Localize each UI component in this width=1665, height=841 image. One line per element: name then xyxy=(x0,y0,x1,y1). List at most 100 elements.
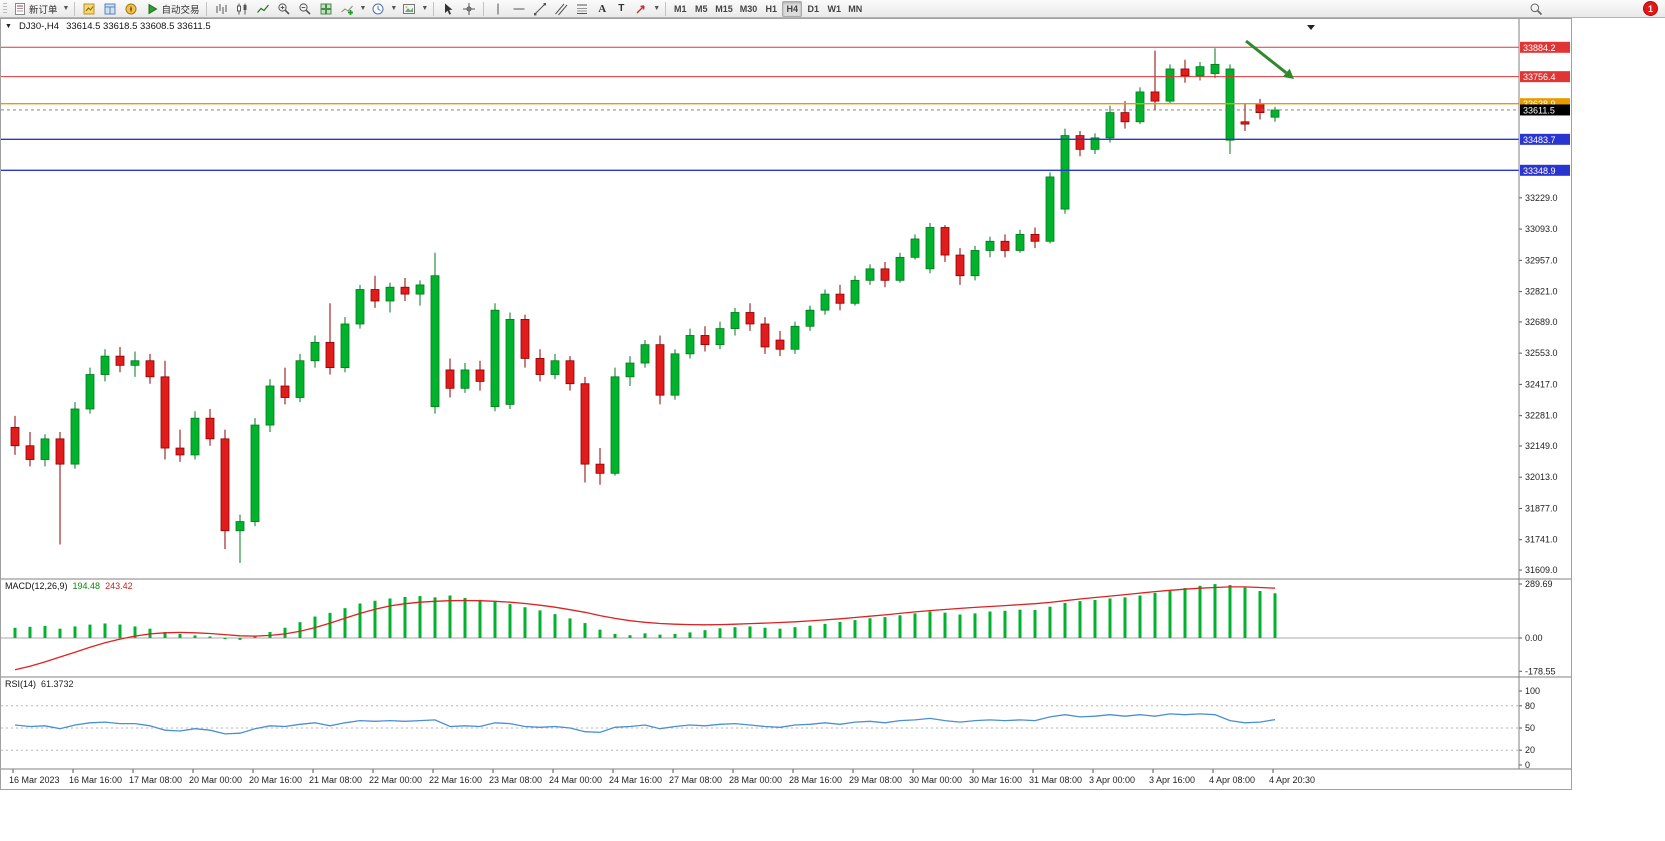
indicators-button[interactable] xyxy=(337,1,357,17)
market-watch-button[interactable] xyxy=(79,1,99,17)
toolbar-grip[interactable] xyxy=(3,2,7,15)
candlesticks xyxy=(10,48,1280,563)
text-tool-button[interactable]: A xyxy=(593,1,611,17)
trendline-button[interactable] xyxy=(530,1,550,17)
new-order-button[interactable]: 新订单 xyxy=(10,1,61,17)
label-tool-icon: T xyxy=(618,3,625,14)
clock-icon xyxy=(372,3,384,14)
time-axis-label: 21 Mar 08:00 xyxy=(309,775,362,785)
autotrading-button[interactable]: 自动交易 xyxy=(142,1,202,17)
line-chart-button[interactable] xyxy=(253,1,273,17)
price-axis-label: 32689.0 xyxy=(1525,317,1558,327)
rsi-panel: 100 80 50 20 0 xyxy=(1,686,1540,770)
new-order-icon xyxy=(15,2,25,15)
horizontal-line-button[interactable] xyxy=(509,1,529,17)
panel-dividers xyxy=(1,19,1571,770)
price-tag-label: 33756.4 xyxy=(1523,72,1556,82)
navigator-icon xyxy=(125,3,137,14)
price-tag-label: 33638.9 xyxy=(1523,99,1556,109)
label-tool-button[interactable]: T xyxy=(612,1,630,17)
data-window-button[interactable] xyxy=(100,1,120,17)
cursor-button[interactable] xyxy=(438,1,458,17)
time-axis-label: 3 Apr 00:00 xyxy=(1089,775,1135,785)
rsi-axis-label: 0 xyxy=(1525,760,1530,770)
indicators-caret-icon[interactable]: ▼ xyxy=(359,4,367,12)
price-axis-label: 32417.0 xyxy=(1525,379,1558,389)
timeframe-w1-button[interactable]: W1 xyxy=(824,1,844,17)
timeframe-h1-button[interactable]: H1 xyxy=(761,1,781,17)
time-axis-label: 20 Mar 16:00 xyxy=(249,775,302,785)
new-order-caret-icon[interactable]: ▼ xyxy=(62,4,70,12)
periods-caret-icon[interactable]: ▼ xyxy=(390,4,398,12)
price-tag-label: 33348.9 xyxy=(1523,166,1556,176)
timeframe-d1-button[interactable]: D1 xyxy=(803,1,823,17)
price-axis-label: 32013.0 xyxy=(1525,472,1558,482)
horizontal-line-icon xyxy=(513,8,525,9)
timeframe-mn-button[interactable]: MN xyxy=(845,1,865,17)
cursor-arrow-icon xyxy=(445,3,453,15)
macd-axis-label: 0.00 xyxy=(1525,633,1543,643)
navigator-button[interactable] xyxy=(121,1,141,17)
tile-windows-icon xyxy=(320,3,332,14)
zoom-in-button[interactable] xyxy=(274,1,294,17)
tile-windows-button[interactable] xyxy=(316,1,336,17)
timeframe-m15-button[interactable]: M15 xyxy=(712,1,736,17)
time-axis-label: 17 Mar 08:00 xyxy=(129,775,182,785)
time-axis: 16 Mar 2023 16 Mar 16:00 17 Mar 08:00 20 Ma… xyxy=(9,769,1315,785)
notification-badge[interactable]: 1 xyxy=(1643,1,1658,16)
time-axis-label: 16 Mar 16:00 xyxy=(69,775,122,785)
search-button[interactable] xyxy=(1526,1,1546,17)
price-tag xyxy=(1520,164,1570,176)
macd-axis-label: 289.69 xyxy=(1525,579,1553,589)
arrows-caret-icon[interactable]: ▼ xyxy=(653,4,661,12)
arrow-tool-icon xyxy=(636,4,645,13)
fibonacci-button[interactable] xyxy=(572,1,592,17)
toolbar: 新订单 ▼ 自动交易 xyxy=(0,0,1665,18)
price-axis-label: 31877.0 xyxy=(1525,503,1558,513)
price-tag xyxy=(1520,98,1570,110)
time-axis-label: 4 Apr 08:00 xyxy=(1209,775,1255,785)
time-axis-label: 23 Mar 08:00 xyxy=(489,775,542,785)
chart-shift-marker-icon[interactable] xyxy=(1307,25,1315,30)
bar-chart-button[interactable] xyxy=(211,1,231,17)
svg-text:33611.5: 33611.5 xyxy=(1523,105,1555,115)
time-axis-label: 30 Mar 00:00 xyxy=(909,775,962,785)
price-axis-label: 32957.0 xyxy=(1525,255,1558,265)
macd-panel: 289.69 0.00 -178.55 xyxy=(1,579,1556,676)
price-tag xyxy=(1520,133,1570,145)
time-axis-label: 24 Mar 00:00 xyxy=(549,775,602,785)
separator xyxy=(483,1,485,16)
timeframe-m5-button[interactable]: M5 xyxy=(691,1,711,17)
price-axis-label: 31609.0 xyxy=(1525,565,1558,575)
horizontal-lines[interactable]: 33884.2 33756.4 33638.9 33483.7 33348.9 xyxy=(1,41,1570,176)
separator xyxy=(665,1,667,16)
current-price: 33611.5 xyxy=(1,104,1570,116)
price-axis-label: 32553.0 xyxy=(1525,348,1558,358)
periods-button[interactable] xyxy=(368,1,388,17)
line-chart-icon xyxy=(257,4,270,13)
bar-chart-icon xyxy=(216,3,227,14)
annotation-arrow[interactable] xyxy=(1245,39,1294,79)
templates-caret-icon[interactable]: ▼ xyxy=(421,4,429,12)
timeframe-h4-button[interactable]: H4 xyxy=(782,0,803,17)
timeframe-m1-button[interactable]: M1 xyxy=(670,1,690,17)
chart-canvas[interactable]: 33884.2 33756.4 33638.9 33483.7 33348.9 33611… xyxy=(1,19,1571,789)
rsi-axis-label: 50 xyxy=(1525,723,1535,733)
zoom-out-button[interactable] xyxy=(295,1,315,17)
timeframe-m30-button[interactable]: M30 xyxy=(737,1,761,17)
rsi-axis-label: 80 xyxy=(1525,701,1535,711)
macd-signal-line xyxy=(14,586,1276,671)
vertical-line-button[interactable] xyxy=(488,1,508,17)
candle-chart-button[interactable] xyxy=(232,1,252,17)
time-axis-label: 22 Mar 00:00 xyxy=(369,775,422,785)
separator xyxy=(433,1,435,16)
candle-chart-icon xyxy=(237,3,247,14)
autotrading-play-icon xyxy=(148,3,158,14)
channel-button[interactable] xyxy=(551,1,571,17)
crosshair-button[interactable] xyxy=(459,1,479,17)
template-image-icon xyxy=(403,3,416,14)
zoom-in-icon xyxy=(278,2,291,15)
arrows-tool-button[interactable] xyxy=(631,1,651,17)
vertical-line-icon xyxy=(497,3,499,14)
templates-button[interactable] xyxy=(399,1,419,17)
